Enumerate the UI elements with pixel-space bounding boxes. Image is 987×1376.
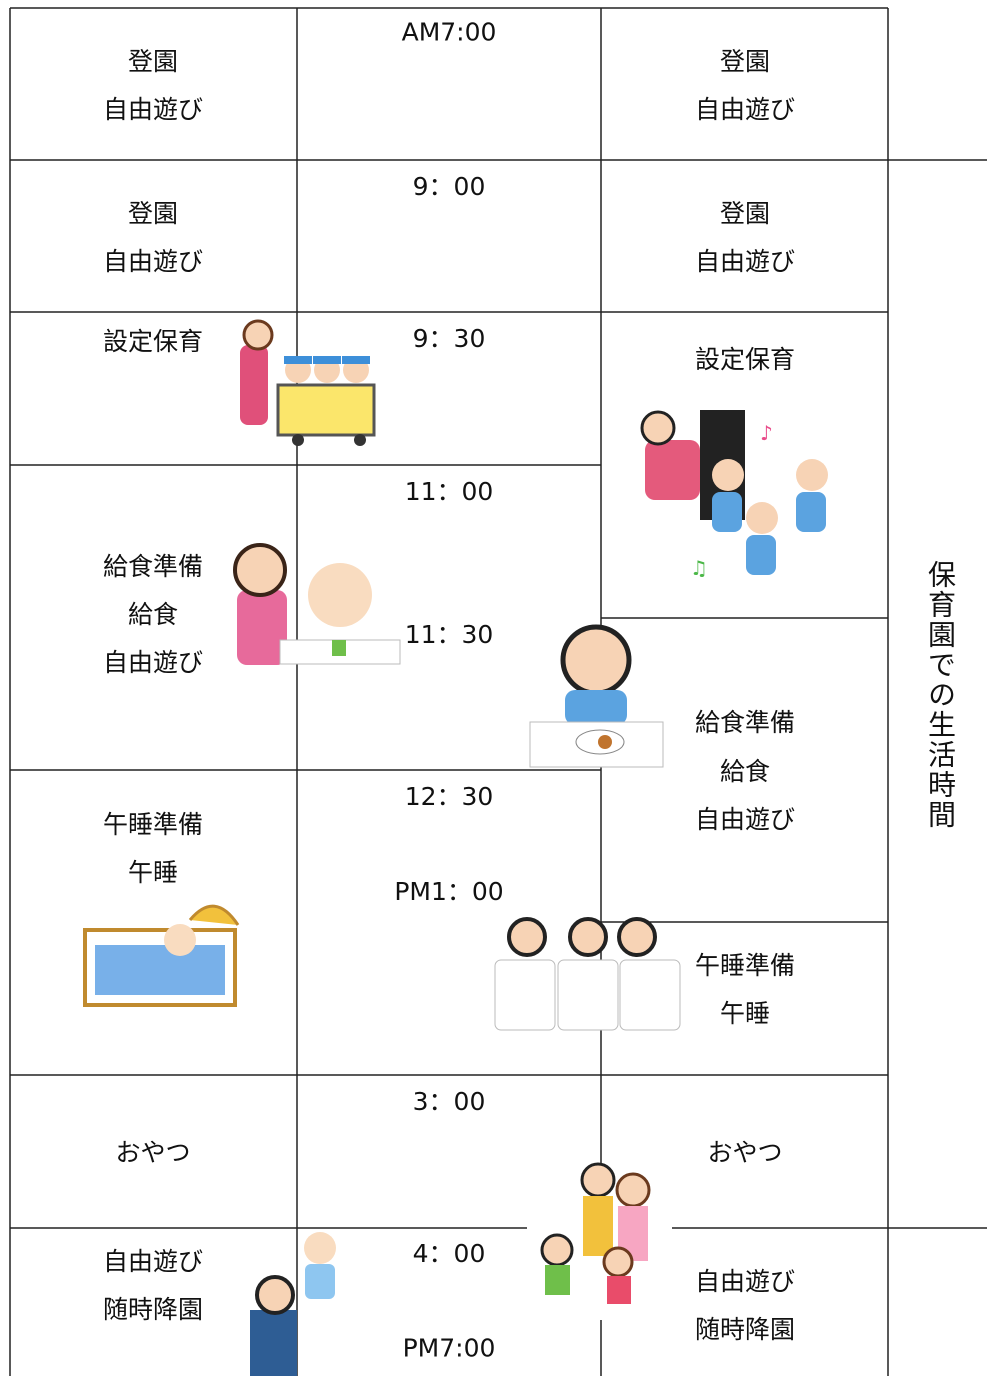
activity-text: 自由遊び bbox=[102, 648, 204, 677]
svg-text:♪: ♪ bbox=[760, 421, 773, 445]
activity-text: 設定保育 bbox=[102, 327, 204, 356]
illustration-lunch bbox=[529, 624, 664, 768]
time-label: 9：00 bbox=[412, 172, 486, 201]
activity-text: 随時降園 bbox=[694, 1315, 796, 1344]
activity-text: 登園 bbox=[719, 199, 771, 228]
svg-text:♫: ♫ bbox=[690, 556, 708, 580]
activity-text: 午睡 bbox=[127, 858, 179, 887]
activity-text: 登園 bbox=[719, 47, 771, 76]
activity-text: 自由遊び bbox=[102, 95, 204, 124]
time-label: PM1：00 bbox=[394, 877, 504, 906]
activity-text: 自由遊び bbox=[694, 95, 796, 124]
time-label: AM7:00 bbox=[401, 17, 497, 47]
illustration-piano: ♪♫ bbox=[640, 410, 828, 580]
activity-text: 給食 bbox=[719, 757, 771, 786]
illustration-nap bbox=[494, 917, 681, 1031]
activity-text: 自由遊び bbox=[694, 805, 796, 834]
activity-text: 登園 bbox=[127, 199, 179, 228]
time-label: 9：30 bbox=[412, 324, 486, 353]
time-label: 3：00 bbox=[412, 1087, 486, 1116]
time-label: PM7:00 bbox=[402, 1333, 496, 1363]
illustration-family bbox=[527, 1162, 672, 1320]
activity-text: 給食 bbox=[127, 600, 179, 629]
activity-text: 登園 bbox=[127, 47, 179, 76]
activity-text: 自由遊び bbox=[694, 247, 796, 276]
time-label: 12：30 bbox=[404, 782, 494, 811]
activity-text: 自由遊び bbox=[102, 1247, 204, 1276]
illustration-feeding bbox=[233, 543, 401, 665]
activity-text: 自由遊び bbox=[694, 1267, 796, 1296]
illustration-lift bbox=[250, 1232, 336, 1376]
activity-text: 随時降園 bbox=[102, 1295, 204, 1324]
activity-text: 午睡 bbox=[719, 999, 771, 1028]
activity-text: 午睡準備 bbox=[694, 951, 796, 980]
time-label: 11：00 bbox=[404, 477, 494, 506]
time-label: 11：30 bbox=[404, 620, 494, 649]
activity-text: 自由遊び bbox=[102, 247, 204, 276]
activity-text: 設定保育 bbox=[694, 345, 796, 374]
activity-text: 給食準備 bbox=[102, 552, 204, 581]
illustration-cart bbox=[240, 319, 376, 446]
illustration-crib bbox=[83, 904, 240, 1007]
side-label: 保育園での生活時間 bbox=[924, 560, 957, 830]
time-label: 4：00 bbox=[412, 1239, 486, 1268]
activity-text: 午睡準備 bbox=[102, 810, 204, 839]
activity-text: おやつ bbox=[707, 1138, 783, 1167]
activity-text: おやつ bbox=[115, 1138, 191, 1167]
activity-text: 給食準備 bbox=[694, 708, 796, 737]
